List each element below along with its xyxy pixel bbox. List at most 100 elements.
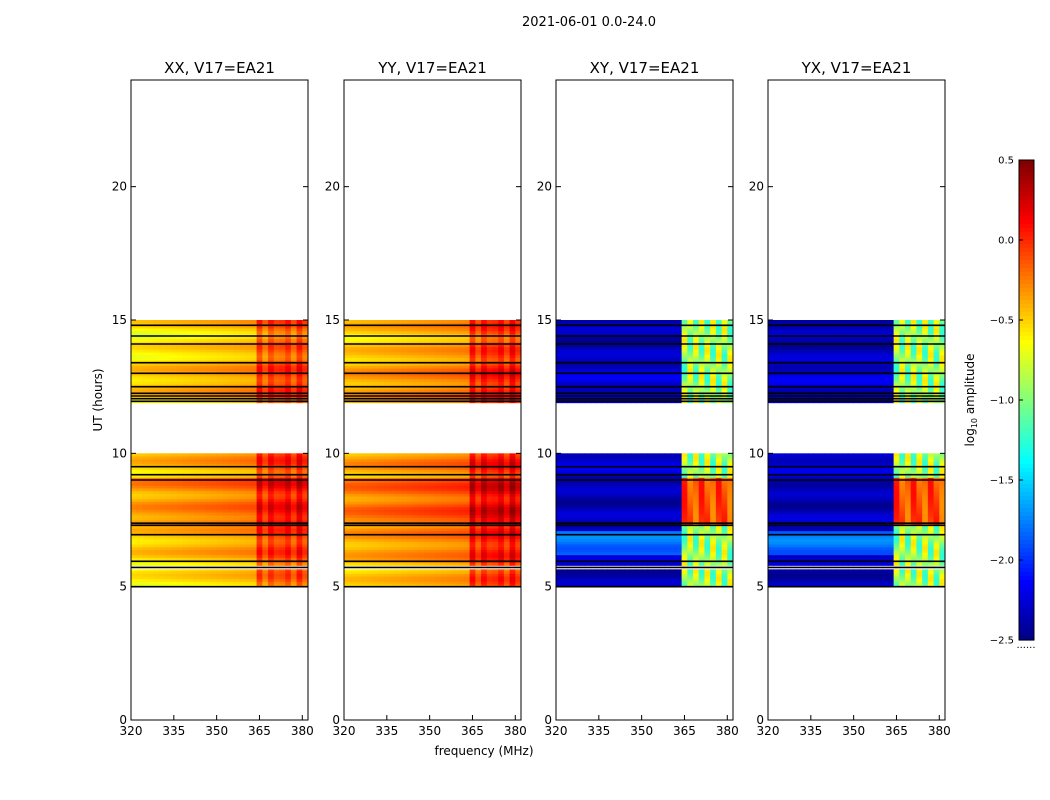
heatmap-cell xyxy=(296,325,303,329)
heatmap-cell xyxy=(509,538,516,542)
heatmap-cell xyxy=(262,485,269,489)
heatmap-cell xyxy=(256,554,263,558)
heatmap-cell xyxy=(509,477,516,481)
heatmap-cell xyxy=(239,357,246,361)
heatmap-cell xyxy=(372,325,379,329)
heatmap-cell xyxy=(250,488,258,492)
heatmap-cell xyxy=(463,528,471,532)
heatmap-cell xyxy=(429,569,436,572)
heatmap-cell xyxy=(458,330,465,334)
heatmap-cell xyxy=(503,501,511,505)
heatmap-cell xyxy=(256,506,263,510)
heatmap-cell xyxy=(205,584,212,588)
heatmap-cell xyxy=(418,509,425,513)
heatmap-cell xyxy=(406,546,414,550)
heatmap-cell xyxy=(344,490,351,494)
heatmap-cell xyxy=(355,378,362,382)
heatmap-cell xyxy=(515,509,521,513)
heatmap-cell xyxy=(366,464,374,468)
heatmap-cell xyxy=(475,362,482,366)
heatmap-cell xyxy=(349,514,356,518)
heatmap-cell xyxy=(412,344,419,348)
heatmap-cell xyxy=(441,546,448,550)
heatmap-cell xyxy=(486,530,493,534)
heatmap-cell xyxy=(131,584,138,588)
heatmap-cell xyxy=(205,474,212,478)
heatmap-cell xyxy=(412,576,419,580)
heatmap-cell xyxy=(228,349,235,353)
heatmap-cell xyxy=(469,453,476,457)
heatmap-cell xyxy=(268,320,275,324)
heatmap-cell xyxy=(148,514,155,518)
heatmap-cell xyxy=(245,522,252,526)
heatmap-cell xyxy=(492,485,499,489)
heatmap-cell xyxy=(153,482,161,486)
heatmap-cell xyxy=(148,554,155,558)
heatmap-cell xyxy=(233,362,240,366)
heatmap-cell xyxy=(268,538,275,542)
heatmap-cell xyxy=(383,349,391,353)
heatmap-cell xyxy=(463,584,471,588)
heatmap-cell xyxy=(199,472,206,476)
heatmap-cell xyxy=(441,349,448,353)
heatmap-cell xyxy=(458,490,465,494)
heatmap-cell xyxy=(159,490,166,494)
heatmap-cell xyxy=(273,336,280,340)
heatmap-cell xyxy=(395,569,402,572)
heatmap-cell xyxy=(441,322,448,326)
heatmap-cell xyxy=(262,360,269,364)
heatmap-cell xyxy=(188,480,195,484)
heatmap-cell xyxy=(475,538,482,542)
heatmap-cell xyxy=(142,344,149,348)
heatmap-cell xyxy=(458,338,465,342)
heatmap-cell xyxy=(239,562,246,566)
heatmap-cell xyxy=(199,544,206,548)
heatmap-cell xyxy=(182,389,189,393)
heatmap-cell xyxy=(182,320,189,324)
heatmap-cell xyxy=(378,509,385,513)
heatmap-cell xyxy=(216,514,223,518)
heatmap-cell xyxy=(406,333,414,337)
heatmap-cell xyxy=(245,333,252,337)
heatmap-cell xyxy=(446,562,453,566)
heatmap-cell xyxy=(366,456,374,460)
heatmap-cell xyxy=(188,341,195,345)
heatmap-cell xyxy=(170,330,178,334)
heatmap-cell xyxy=(515,336,521,340)
heatmap-cell xyxy=(228,506,235,510)
heatmap-cell xyxy=(279,501,286,505)
heatmap-cell xyxy=(205,522,212,526)
heatmap-cell xyxy=(285,501,292,505)
heatmap-cell xyxy=(153,477,161,481)
heatmap-cell xyxy=(378,360,385,364)
heatmap-cell xyxy=(452,458,459,462)
heatmap-cell xyxy=(170,514,178,518)
heatmap-cell xyxy=(355,498,362,502)
heatmap-cell xyxy=(395,386,402,390)
heatmap-cell xyxy=(389,498,396,502)
heatmap-cell xyxy=(131,464,138,468)
heatmap-cell xyxy=(418,333,425,337)
heatmap-cell xyxy=(159,474,166,478)
heatmap-cell xyxy=(498,477,505,481)
heatmap-cell xyxy=(492,490,499,494)
heatmap-cell xyxy=(452,357,459,361)
heatmap-cell xyxy=(418,482,425,486)
heatmap-cell xyxy=(279,581,286,585)
heatmap-cell xyxy=(503,453,511,457)
heatmap-cell xyxy=(199,504,206,508)
heatmap-cell xyxy=(233,496,240,500)
heatmap-cell xyxy=(239,541,246,545)
heatmap-cell xyxy=(285,578,292,582)
heatmap-cell xyxy=(245,552,252,556)
heatmap-cell xyxy=(302,370,308,374)
heatmap-cell xyxy=(182,456,189,460)
heatmap-cell xyxy=(210,554,218,558)
heatmap-cell xyxy=(475,552,482,556)
heatmap-cell xyxy=(372,482,379,486)
heatmap-cell xyxy=(153,344,161,348)
heatmap-cell xyxy=(372,378,379,382)
heatmap-cell xyxy=(441,384,448,388)
heatmap-cell xyxy=(492,368,499,372)
heatmap-cell xyxy=(142,461,149,465)
